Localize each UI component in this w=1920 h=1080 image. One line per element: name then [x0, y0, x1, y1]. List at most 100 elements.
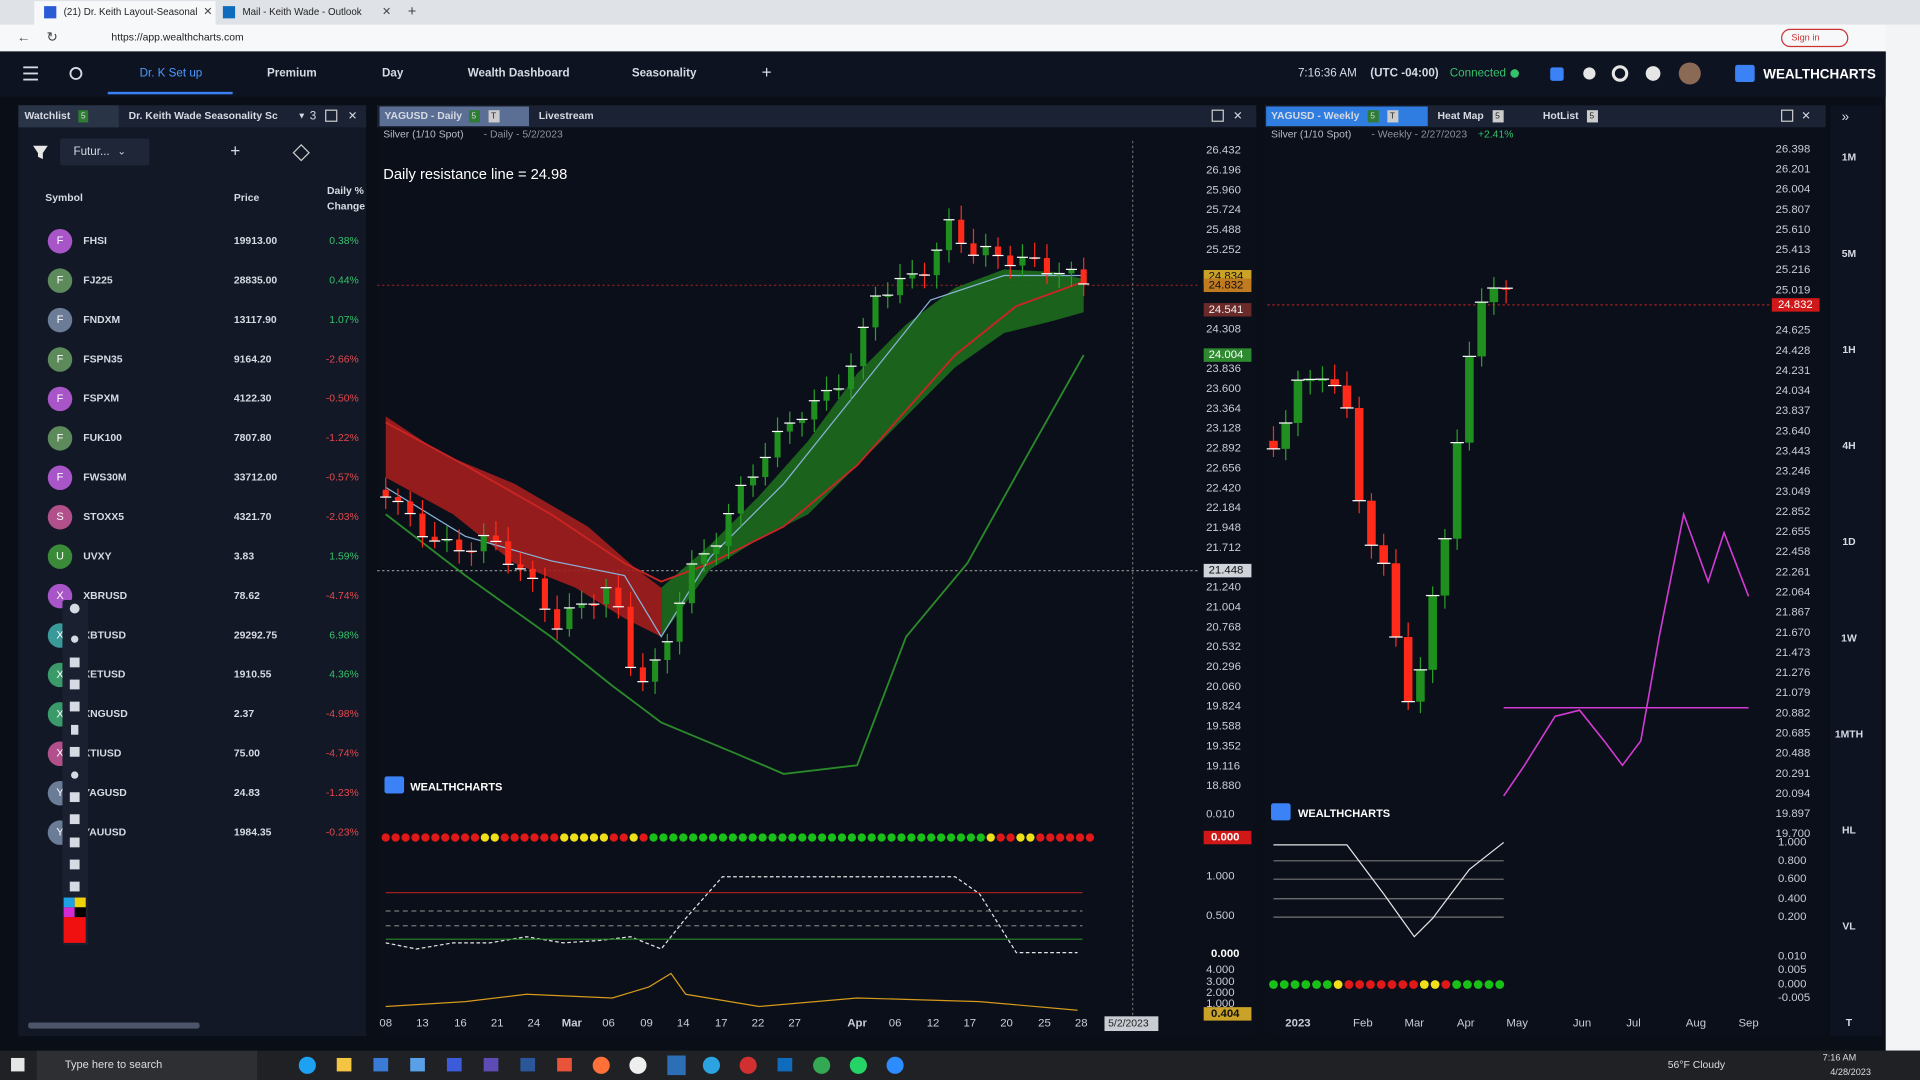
expand-icon[interactable]	[1781, 109, 1794, 122]
symbol[interactable]: STOXX5	[83, 512, 124, 523]
swatch[interactable]	[63, 917, 86, 943]
symbol[interactable]: XBRUSD	[83, 591, 127, 602]
swatch[interactable]	[63, 897, 75, 908]
symbol[interactable]: UVXY	[83, 551, 111, 562]
tab-label[interactable]: YAGUSD - Daily	[384, 111, 462, 122]
filter-select[interactable]	[60, 138, 150, 166]
close-icon[interactable]: ✕	[348, 109, 358, 122]
search-box[interactable]	[36, 1050, 258, 1080]
column-header[interactable]: Price	[234, 193, 260, 204]
cloud-green	[661, 269, 1084, 637]
close-icon[interactable]: ✕	[382, 6, 391, 18]
dropdown-icon[interactable]: ⌄	[118, 146, 126, 157]
tools[interactable]	[69, 603, 80, 892]
nav-item[interactable]: Wealth Dashboard	[468, 67, 570, 80]
tab-label[interactable]: Livestream	[539, 111, 594, 122]
symbol[interactable]: FJ225	[83, 275, 113, 286]
symbol[interactable]: YAGUSD	[83, 788, 127, 799]
start-button[interactable]	[11, 1057, 25, 1072]
dropdown-icon[interactable]: ▼	[298, 111, 306, 121]
close-icon[interactable]: ✕	[1233, 109, 1243, 122]
symbol[interactable]: FUK100	[83, 433, 122, 444]
symbol[interactable]: XTIUSD	[83, 749, 122, 760]
symbol-icon	[47, 268, 73, 293]
tab-label[interactable]: HotList	[1543, 111, 1579, 122]
swatch[interactable]	[74, 897, 86, 908]
swatch[interactable]	[63, 907, 75, 918]
save-icon[interactable]	[1550, 67, 1564, 81]
close-icon[interactable]: ✕	[1801, 109, 1811, 122]
y-tick-label: 23.837	[1776, 405, 1811, 417]
expand-icon[interactable]	[325, 109, 338, 122]
symbol[interactable]: FNDXM	[83, 315, 120, 326]
tab-label[interactable]: YAGUSD - Weekly	[1271, 111, 1360, 122]
candle	[456, 539, 463, 551]
symbol[interactable]: FSPN35	[83, 354, 122, 365]
scrollbar[interactable]	[28, 1022, 200, 1029]
collapse-icon[interactable]: »	[1842, 109, 1849, 124]
timeframe[interactable]: 5M	[1842, 249, 1856, 260]
search-icon[interactable]	[69, 67, 83, 80]
timeframe[interactable]: VL	[1842, 922, 1856, 933]
filter-icon[interactable]	[33, 145, 48, 160]
timeframe[interactable]: HL	[1842, 826, 1857, 837]
indicator-tag-label: 0.404	[1211, 1008, 1240, 1020]
new-tab[interactable]: +	[408, 4, 417, 20]
bell-icon[interactable]	[1583, 67, 1596, 80]
y-tick-label: 20.532	[1206, 641, 1241, 653]
url[interactable]: https://app.wealthcharts.com	[111, 33, 243, 44]
back[interactable]: ←	[17, 30, 30, 45]
watchlist-tab[interactable]	[18, 105, 119, 128]
timeframe[interactable]: 1H	[1842, 345, 1855, 356]
filter-value[interactable]: Futur...	[73, 145, 109, 158]
timeframe[interactable]: 4H	[1842, 441, 1855, 452]
expand-icon[interactable]	[1211, 109, 1224, 122]
nav-item[interactable]: Seasonality	[632, 67, 697, 80]
taskbar-apps[interactable]	[298, 1055, 904, 1076]
nav-item[interactable]: Dr. K Set up	[140, 67, 203, 80]
swatch[interactable]	[74, 907, 86, 918]
signal-dot	[808, 833, 817, 842]
tab-label[interactable]: Watchlist	[24, 111, 70, 122]
timeframe[interactable]: 1W	[1841, 633, 1857, 644]
symbol[interactable]: XBTUSD	[83, 630, 126, 641]
symbol[interactable]: FWS30M	[83, 473, 126, 484]
timezone: (UTC -04:00)	[1370, 67, 1439, 80]
symbol[interactable]: FSPXM	[83, 394, 119, 405]
add-layout[interactable]: +	[762, 62, 772, 82]
search-placeholder[interactable]: Type here to search	[65, 1059, 162, 1071]
symbol[interactable]: XETUSD	[83, 670, 126, 681]
sign-in[interactable]	[1781, 28, 1849, 48]
help-icon[interactable]	[1645, 66, 1661, 81]
add-symbol[interactable]: +	[230, 140, 240, 160]
column-header[interactable]: Symbol	[45, 193, 83, 204]
tab-label[interactable]: Heat Map	[1438, 111, 1484, 122]
avatar[interactable]	[1678, 62, 1701, 85]
settings-icon[interactable]	[1611, 65, 1629, 82]
active-tab[interactable]	[34, 1, 216, 25]
symbol[interactable]: YAUUSD	[83, 827, 126, 838]
layout-count[interactable]: 3	[310, 109, 316, 122]
signal-dot	[490, 833, 499, 842]
signal-dot	[679, 833, 688, 842]
reload[interactable]: ↻	[47, 30, 58, 45]
symbol[interactable]: FHSI	[83, 236, 107, 247]
timeframe[interactable]: 1M	[1842, 153, 1856, 164]
tab-title[interactable]: Mail - Keith Wade - Outlook	[242, 7, 361, 18]
tab-label[interactable]: Dr. Keith Wade Seasonality Sc	[129, 111, 278, 122]
signal-dot	[510, 833, 519, 842]
timeframe[interactable]: 1D	[1842, 537, 1856, 548]
symbol[interactable]: XNGUSD	[83, 709, 128, 720]
menu-icon[interactable]	[23, 66, 38, 81]
close-icon[interactable]: ✕	[203, 6, 212, 18]
indicator-tick: 0.400	[1778, 893, 1806, 905]
nav-item[interactable]: Premium	[267, 67, 317, 80]
logo-mark	[1735, 64, 1755, 83]
column-header[interactable]: Daily %	[327, 186, 364, 197]
timeframe[interactable]: 1MTH	[1835, 729, 1863, 740]
column-header[interactable]: Change	[327, 202, 365, 213]
eraser-icon[interactable]	[292, 144, 310, 162]
sign-in-label[interactable]: Sign in	[1791, 32, 1819, 42]
timeframe[interactable]: T	[1846, 1018, 1853, 1029]
nav-item[interactable]: Day	[382, 67, 404, 80]
